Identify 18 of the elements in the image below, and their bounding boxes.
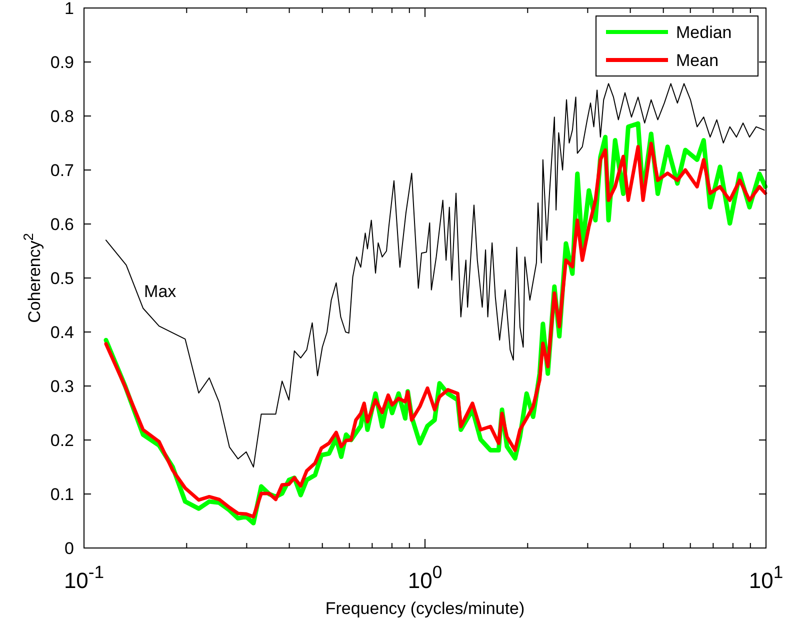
x-tick-label: 10$^{1}$ [748,562,784,593]
y-tick-label: 0.5 [50,269,74,288]
y-tick-label: 0.6 [50,215,74,234]
y-tick-label: 0.7 [50,161,74,180]
y-tick-label: 1 [64,0,74,18]
annotation: Max [144,282,177,301]
y-tick-label: 0.8 [50,107,74,126]
x-tick-label: 10$^{-1}$ [64,562,104,593]
y-tick-label: 0.9 [50,53,74,72]
y-tick-label: 0.1 [50,485,74,504]
y-tick-label: 0.4 [50,323,74,342]
y-tick-label: 0.3 [50,377,74,396]
x-tick-label: 10$^{0}$ [408,562,442,593]
y-tick-label: 0 [64,539,74,558]
legend-label: Mean [676,51,719,70]
x-axis-title: Frequency (cycles/minute) [325,599,525,618]
legend-label: Median [676,23,732,42]
y-tick-label: 0.2 [50,431,74,450]
